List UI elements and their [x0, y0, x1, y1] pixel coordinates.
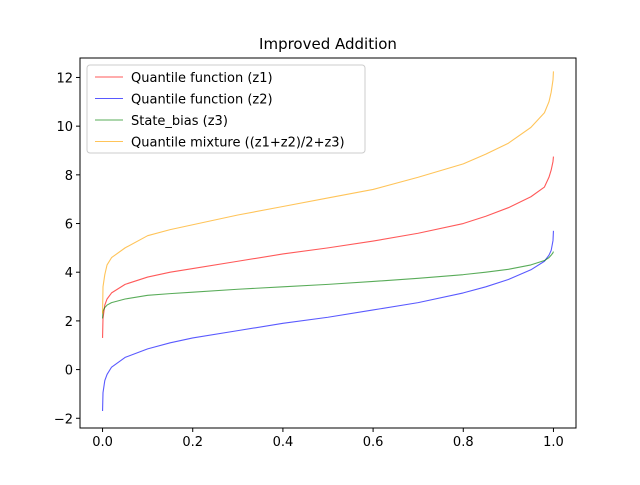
series-line-state-bias-z3: [102, 251, 554, 319]
plot-frame: [79, 57, 577, 429]
y-tick-label: 12: [56, 71, 73, 86]
x-tick-label: 0.0: [92, 435, 113, 450]
y-tick-label: 6: [65, 218, 73, 233]
legend-label-quantile-mixture-z1-z2-2-z3: Quantile mixture ((z1+z2)/2+z3): [131, 136, 345, 151]
y-tick-label: 4: [65, 266, 73, 281]
y-tick-label: 8: [65, 169, 73, 184]
x-tick-label: 1.0: [543, 435, 564, 450]
y-tick-label: 0: [65, 364, 73, 379]
y-tick-label: 10: [56, 120, 73, 135]
y-tick-label: 2: [65, 315, 73, 330]
series-line-quantile-function-z1: [102, 156, 554, 338]
legend-label-quantile-function-z2: Quantile function (z2): [131, 93, 273, 108]
series-line-quantile-mixture-z1-z2-2-z3: [102, 71, 554, 314]
legend-label-state-bias-z3: State_bias (z3): [131, 114, 228, 129]
x-tick-label: 0.8: [453, 435, 474, 450]
legend-label-quantile-function-z1: Quantile function (z1): [131, 71, 273, 86]
y-tick-label: −2: [54, 412, 73, 427]
chart-title: Improved Addition: [259, 35, 397, 53]
x-tick-label: 0.2: [182, 435, 203, 450]
x-tick-label: 0.6: [363, 435, 384, 450]
legend-box: [86, 64, 366, 154]
x-tick-label: 0.4: [273, 435, 294, 450]
